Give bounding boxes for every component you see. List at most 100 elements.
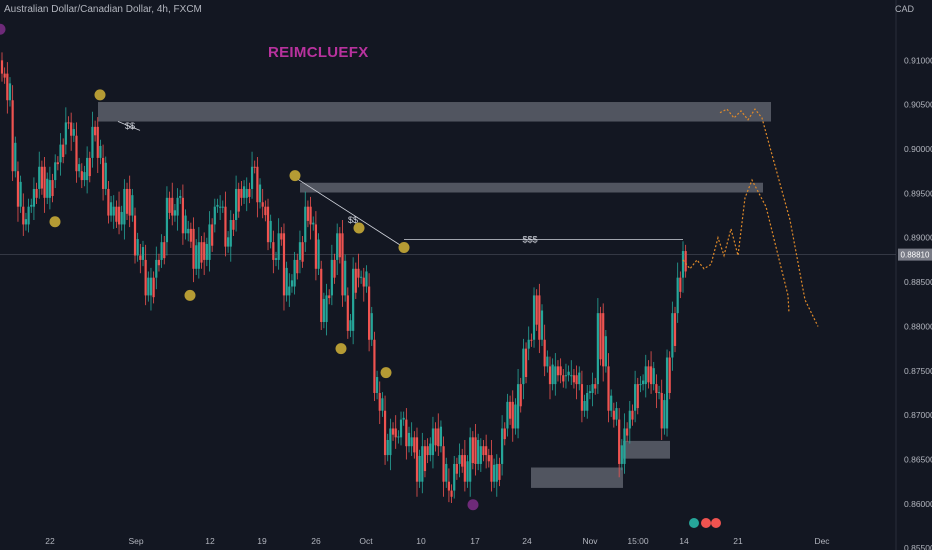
candle-body — [293, 259, 296, 287]
candle-body — [634, 384, 637, 411]
y-tick-label: 0.87500 — [904, 366, 932, 376]
candle-body — [56, 162, 59, 165]
candle-body — [333, 259, 336, 278]
candle-body — [514, 404, 517, 429]
swing-high-marker — [398, 242, 410, 253]
candle-body — [508, 401, 512, 419]
y-tick-label: 0.90000 — [904, 144, 932, 154]
swing-high-marker — [94, 89, 106, 101]
candle-body — [99, 145, 102, 158]
candle-body — [399, 419, 403, 438]
event-icon — [689, 518, 699, 528]
candle-body — [272, 242, 275, 260]
price-zone — [300, 182, 763, 193]
candle-body — [349, 320, 352, 331]
candle-body — [11, 100, 14, 172]
candle-body — [431, 428, 435, 456]
candle-body — [67, 122, 70, 124]
candle-body — [32, 188, 36, 207]
candle-body — [163, 242, 166, 259]
candle-body — [107, 188, 110, 216]
swing-high-marker — [289, 170, 301, 182]
projection-path — [719, 108, 819, 327]
candle-body — [543, 339, 546, 367]
candle-body — [370, 313, 373, 340]
candle-body — [147, 277, 150, 296]
candle-body — [477, 440, 480, 464]
y-tick-label: 0.89000 — [904, 233, 932, 243]
candle-body — [413, 437, 416, 453]
candle-body — [155, 259, 158, 278]
candle-body — [221, 206, 224, 208]
candle-body — [426, 446, 429, 456]
candle-body — [474, 437, 477, 464]
candle-body — [301, 242, 304, 262]
candle-body — [248, 188, 251, 197]
candle-body — [567, 371, 570, 376]
y-tick-label: 0.85500 — [904, 543, 932, 550]
candle-body — [40, 166, 44, 189]
candle-body — [165, 197, 169, 243]
candle-body — [383, 410, 387, 456]
candle-body — [588, 391, 591, 393]
candle-body — [461, 455, 464, 467]
candle-body — [14, 142, 17, 172]
candle-body — [604, 336, 607, 367]
x-tick-label: 26 — [311, 536, 321, 546]
candle-body — [591, 384, 594, 393]
candle-body — [325, 295, 328, 323]
candle-body — [538, 295, 541, 340]
candle-body — [173, 210, 177, 216]
candle-body — [631, 410, 634, 420]
candle-body — [184, 215, 187, 234]
candle-body — [54, 162, 57, 181]
candle-body — [586, 392, 589, 411]
candle-body — [6, 73, 9, 101]
candle-body — [660, 392, 663, 429]
candle-body — [607, 366, 610, 411]
candle-body — [479, 446, 482, 464]
candle-body — [559, 366, 562, 376]
author-watermark: REIMCLUEFX — [268, 44, 369, 61]
candle-body — [671, 313, 674, 358]
candle-body — [466, 461, 469, 482]
candle-body — [219, 206, 222, 208]
y-tick-label: 0.87000 — [904, 410, 932, 420]
candle-body — [503, 428, 506, 440]
candle-body — [493, 464, 496, 482]
candle-body — [580, 384, 584, 411]
candle-body — [498, 463, 501, 480]
candle-body — [149, 277, 153, 296]
candle-body — [602, 313, 605, 367]
candle-body — [322, 298, 325, 323]
candle-body — [570, 375, 573, 377]
candle-body — [157, 259, 161, 266]
candle-body — [234, 188, 238, 220]
candle-body — [344, 260, 347, 296]
candle-body — [554, 366, 557, 385]
candle-body — [362, 277, 365, 287]
candle-body — [501, 428, 504, 464]
candle-body — [200, 242, 203, 263]
candle-body — [269, 220, 272, 243]
candle-body — [373, 339, 376, 393]
candle-body — [30, 204, 33, 207]
candle-body — [51, 180, 54, 197]
x-tick-label: 15:00 — [627, 536, 649, 546]
candle-body — [35, 188, 38, 198]
candle-body — [19, 181, 22, 207]
candle-body — [304, 206, 307, 243]
candle-body — [261, 202, 264, 207]
liquidity-label: $$$ — [522, 235, 537, 245]
candle-body — [410, 437, 413, 447]
candle-body — [195, 245, 198, 269]
candle-body — [445, 463, 448, 482]
candle-body — [548, 366, 552, 385]
candle-body — [91, 126, 94, 158]
candle-body — [338, 233, 341, 258]
candle-body — [48, 180, 51, 198]
candle-body — [352, 268, 355, 331]
candle-body — [203, 242, 206, 260]
candle-body — [312, 222, 315, 225]
